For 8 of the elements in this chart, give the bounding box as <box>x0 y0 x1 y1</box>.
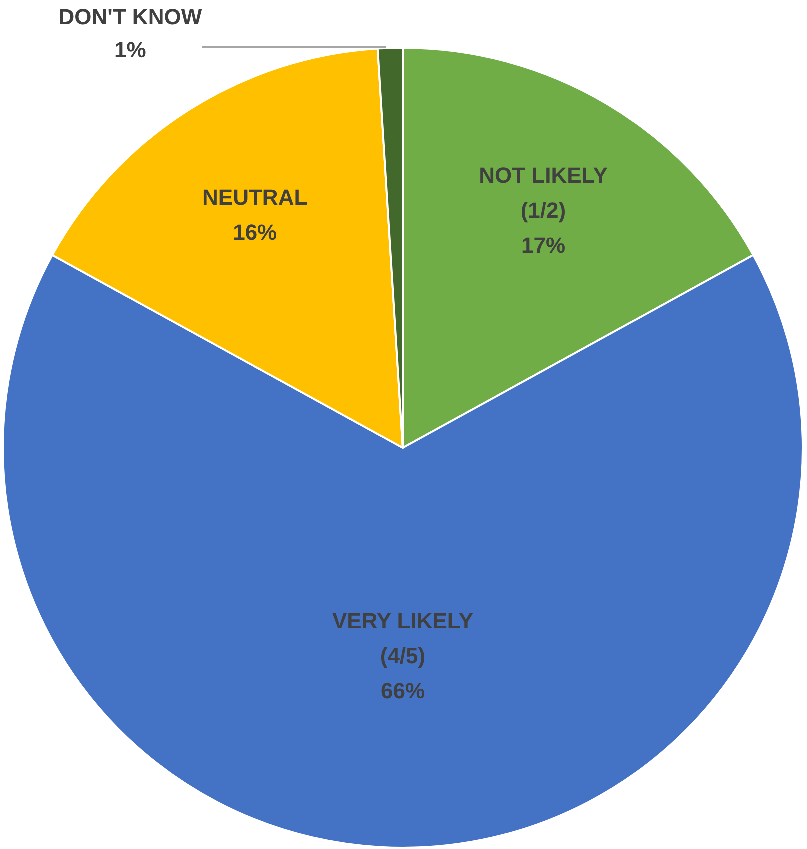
data-label: 17% <box>521 232 566 258</box>
data-label: 16% <box>233 220 278 245</box>
data-label: 66% <box>380 678 426 704</box>
slice-label: DON'T KNOW <box>58 4 202 30</box>
slice-label: NEUTRAL <box>202 184 308 210</box>
slice-label: NOT LIKELY (1/2) <box>479 162 608 223</box>
data-label: 1% <box>114 38 146 63</box>
slice-label: VERY LIKELY (4/5) <box>332 608 474 668</box>
